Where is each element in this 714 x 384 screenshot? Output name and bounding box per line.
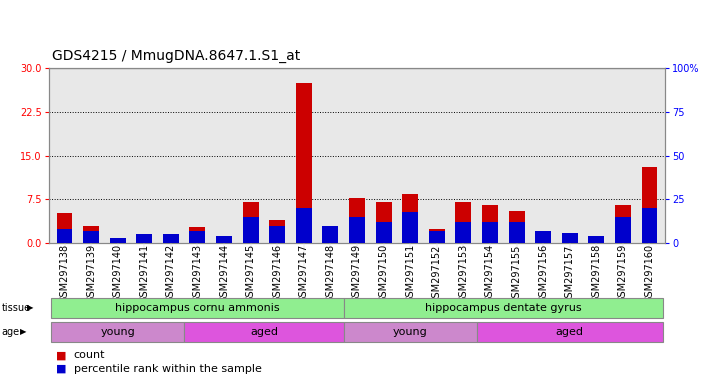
Bar bbox=[562, 233, 578, 243]
Text: GSM297150: GSM297150 bbox=[378, 244, 388, 303]
Bar bbox=[402, 212, 418, 243]
Text: hippocampus cornu ammonis: hippocampus cornu ammonis bbox=[115, 303, 280, 313]
Bar bbox=[269, 220, 285, 243]
Text: age: age bbox=[1, 327, 19, 337]
Text: ▶: ▶ bbox=[27, 303, 34, 313]
Bar bbox=[376, 222, 391, 243]
Bar bbox=[402, 194, 418, 243]
Bar bbox=[343, 298, 663, 318]
Text: GSM297151: GSM297151 bbox=[405, 244, 415, 303]
Bar bbox=[136, 234, 152, 243]
Bar bbox=[588, 236, 604, 243]
Text: GSM297146: GSM297146 bbox=[272, 244, 282, 303]
Bar bbox=[110, 238, 126, 243]
Bar bbox=[163, 234, 178, 243]
Bar bbox=[343, 322, 477, 342]
Bar bbox=[189, 227, 206, 243]
Text: GSM297143: GSM297143 bbox=[193, 244, 203, 303]
Text: GSM297148: GSM297148 bbox=[326, 244, 336, 303]
Text: young: young bbox=[100, 327, 135, 337]
Bar bbox=[482, 222, 498, 243]
Bar bbox=[376, 202, 391, 243]
Text: ■: ■ bbox=[56, 364, 66, 374]
Bar bbox=[51, 298, 343, 318]
Text: GSM297158: GSM297158 bbox=[591, 244, 601, 303]
Bar bbox=[189, 231, 206, 243]
Bar bbox=[536, 233, 551, 243]
Text: GSM297139: GSM297139 bbox=[86, 244, 96, 303]
Text: GSM297160: GSM297160 bbox=[645, 244, 655, 303]
Text: young: young bbox=[393, 327, 428, 337]
Bar bbox=[456, 202, 471, 243]
Bar bbox=[477, 322, 663, 342]
Bar bbox=[136, 234, 152, 243]
Text: percentile rank within the sample: percentile rank within the sample bbox=[74, 364, 261, 374]
Bar bbox=[243, 202, 258, 243]
Bar bbox=[641, 167, 658, 243]
Text: GSM297142: GSM297142 bbox=[166, 244, 176, 303]
Bar bbox=[349, 198, 365, 243]
Bar bbox=[56, 229, 73, 243]
Bar bbox=[110, 240, 126, 243]
Text: aged: aged bbox=[250, 327, 278, 337]
Text: GSM297140: GSM297140 bbox=[113, 244, 123, 303]
Text: count: count bbox=[74, 350, 105, 360]
Bar bbox=[216, 241, 232, 243]
Bar bbox=[83, 226, 99, 243]
Bar bbox=[56, 213, 73, 243]
Text: GSM297147: GSM297147 bbox=[299, 244, 309, 303]
Text: GSM297144: GSM297144 bbox=[219, 244, 229, 303]
Bar bbox=[429, 228, 445, 243]
Bar bbox=[508, 222, 525, 243]
Bar bbox=[184, 322, 343, 342]
Text: GSM297154: GSM297154 bbox=[485, 244, 495, 303]
Text: ■: ■ bbox=[56, 350, 66, 360]
Bar bbox=[51, 322, 184, 342]
Text: GSM297138: GSM297138 bbox=[59, 244, 69, 303]
Text: GSM297152: GSM297152 bbox=[432, 244, 442, 303]
Text: GSM297155: GSM297155 bbox=[511, 244, 521, 303]
Text: aged: aged bbox=[555, 327, 584, 337]
Bar bbox=[641, 208, 658, 243]
Bar bbox=[269, 226, 285, 243]
Bar bbox=[562, 233, 578, 243]
Bar bbox=[349, 217, 365, 243]
Bar bbox=[429, 231, 445, 243]
Text: GSM297159: GSM297159 bbox=[618, 244, 628, 303]
Bar bbox=[163, 234, 178, 243]
Bar bbox=[456, 222, 471, 243]
Bar bbox=[243, 217, 258, 243]
Bar bbox=[482, 205, 498, 243]
Bar bbox=[323, 228, 338, 243]
Bar bbox=[216, 236, 232, 243]
Text: ▶: ▶ bbox=[20, 327, 26, 336]
Bar bbox=[615, 217, 631, 243]
Text: hippocampus dentate gyrus: hippocampus dentate gyrus bbox=[425, 303, 582, 313]
Bar bbox=[615, 205, 631, 243]
Text: GSM297153: GSM297153 bbox=[458, 244, 468, 303]
Bar bbox=[536, 231, 551, 243]
Bar bbox=[508, 211, 525, 243]
Bar bbox=[296, 208, 312, 243]
Text: GSM297145: GSM297145 bbox=[246, 244, 256, 303]
Text: tissue: tissue bbox=[1, 303, 31, 313]
Text: GSM297149: GSM297149 bbox=[352, 244, 362, 303]
Bar bbox=[323, 226, 338, 243]
Bar bbox=[83, 231, 99, 243]
Text: GSM297157: GSM297157 bbox=[565, 244, 575, 303]
Text: GSM297156: GSM297156 bbox=[538, 244, 548, 303]
Bar bbox=[296, 83, 312, 243]
Text: GDS4215 / MmugDNA.8647.1.S1_at: GDS4215 / MmugDNA.8647.1.S1_at bbox=[52, 49, 301, 63]
Bar bbox=[588, 241, 604, 243]
Text: GSM297141: GSM297141 bbox=[139, 244, 149, 303]
